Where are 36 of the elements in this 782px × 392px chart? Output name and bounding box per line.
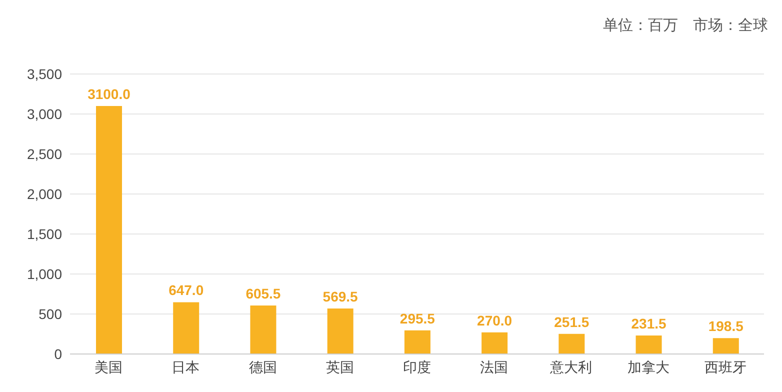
data-label: 198.5: [708, 318, 744, 334]
x-tick-label: 德国: [248, 358, 277, 375]
x-tick-label: 西班牙: [704, 358, 746, 375]
data-label: 231.5: [631, 315, 666, 332]
bar: [712, 338, 739, 354]
data-label: 295.5: [400, 310, 436, 326]
y-tick-label: 3,000: [26, 106, 62, 122]
x-tick-label: 加拿大: [627, 358, 670, 375]
bar: [482, 332, 508, 354]
data-label: 251.5: [554, 314, 590, 330]
y-tick-label: 1,500: [26, 226, 62, 242]
text: 单位：百万 市场：全球: [603, 16, 768, 35]
y-tick-label: 1,000: [26, 266, 62, 282]
y-tick-label: 2,500: [26, 146, 62, 162]
y-tick-label: 3,500: [26, 66, 62, 82]
bar: [327, 308, 354, 354]
data-label: 3100.0: [88, 86, 131, 102]
data-label: 647.0: [168, 282, 204, 298]
x-tick-label: 美国: [94, 358, 123, 375]
bar: [636, 335, 662, 354]
bar: [558, 334, 585, 354]
y-tick-label: 500: [38, 306, 62, 322]
x-tick-label: 法国: [480, 358, 508, 375]
x-tick-label: 日本: [172, 358, 200, 375]
data-label: 605.5: [246, 286, 281, 302]
bar: [173, 302, 200, 354]
x-tick-label: 印度: [403, 358, 431, 375]
bar: [96, 106, 122, 354]
x-tick-label: 意大利: [549, 358, 592, 375]
data-label: 270.0: [477, 312, 512, 328]
y-tick-label: 2,000: [26, 186, 62, 202]
x-tick-label: 英国: [326, 358, 354, 375]
y-tick-label: 0: [54, 346, 62, 362]
bar: [250, 306, 276, 354]
bar: [404, 330, 430, 354]
data-label: 569.5: [322, 288, 358, 304]
